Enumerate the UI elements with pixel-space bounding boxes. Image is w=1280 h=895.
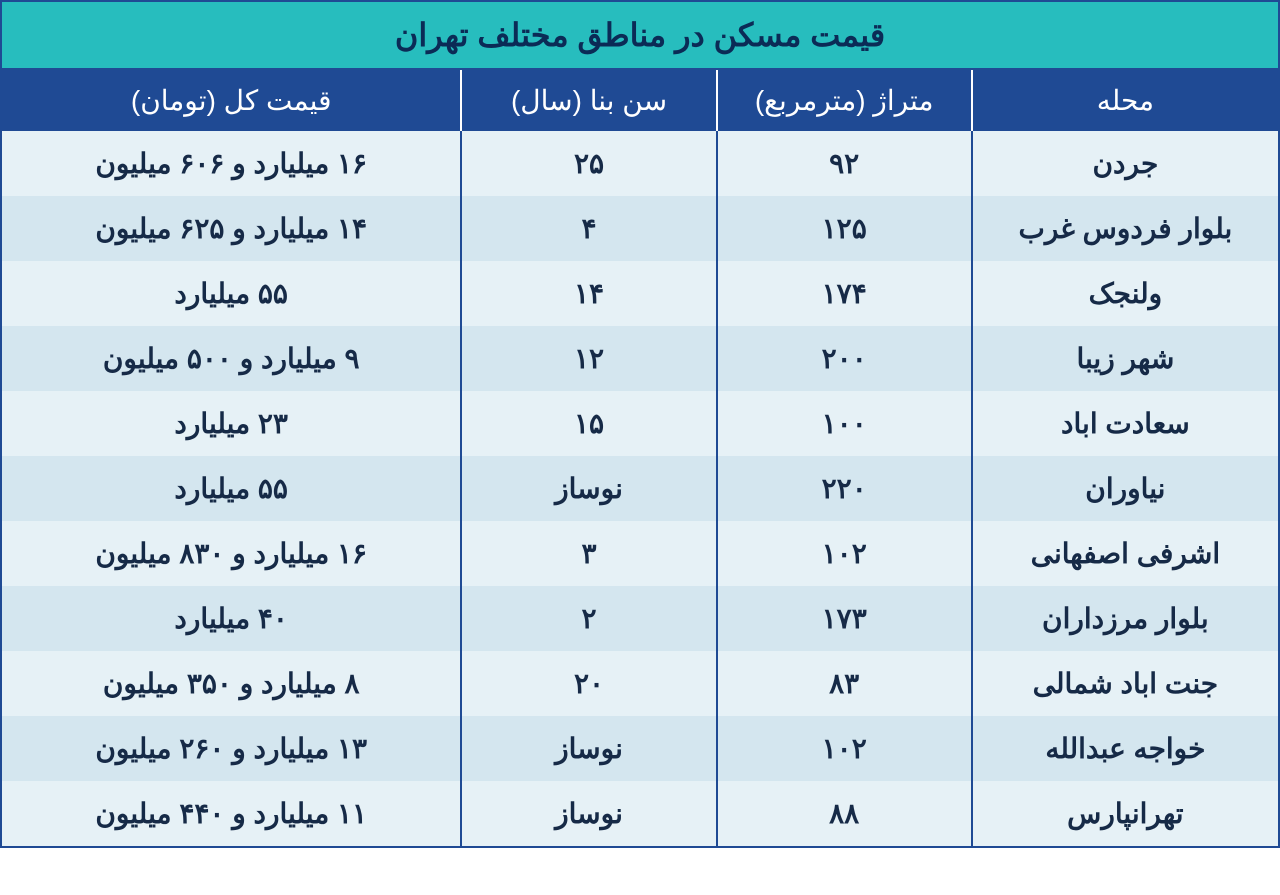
cell-age: نوساز <box>461 781 716 846</box>
cell-age: نوساز <box>461 716 716 781</box>
cell-area: ۸۳ <box>717 651 972 716</box>
cell-area: ۹۲ <box>717 131 972 196</box>
col-header-area: متراژ (مترمربع) <box>717 70 972 131</box>
cell-district: ولنجک <box>972 261 1278 326</box>
cell-price: ۲۳ میلیارد <box>2 391 461 456</box>
table-row: جردن ۹۲ ۲۵ ۱۶ میلیارد و ۶۰۶ میلیون <box>2 131 1278 196</box>
col-header-age: سن بنا (سال) <box>461 70 716 131</box>
cell-age: ۱۴ <box>461 261 716 326</box>
cell-district: سعادت اباد <box>972 391 1278 456</box>
cell-district: تهرانپارس <box>972 781 1278 846</box>
cell-district: بلوار مرزداران <box>972 586 1278 651</box>
cell-price: ۴۰ میلیارد <box>2 586 461 651</box>
table-title: قیمت مسکن در مناطق مختلف تهران <box>2 2 1278 70</box>
col-header-price: قیمت کل (تومان) <box>2 70 461 131</box>
cell-district: جنت اباد شمالی <box>972 651 1278 716</box>
cell-area: ۲۰۰ <box>717 326 972 391</box>
table-row: نیاوران ۲۲۰ نوساز ۵۵ میلیارد <box>2 456 1278 521</box>
cell-age: نوساز <box>461 456 716 521</box>
table-row: اشرفی اصفهانی ۱۰۲ ۳ ۱۶ میلیارد و ۸۳۰ میل… <box>2 521 1278 586</box>
table-row: خواجه عبدالله ۱۰۲ نوساز ۱۳ میلیارد و ۲۶۰… <box>2 716 1278 781</box>
cell-age: ۲ <box>461 586 716 651</box>
table-row: تهرانپارس ۸۸ نوساز ۱۱ میلیارد و ۴۴۰ میلی… <box>2 781 1278 846</box>
col-header-district: محله <box>972 70 1278 131</box>
cell-area: ۱۰۲ <box>717 716 972 781</box>
cell-age: ۱۲ <box>461 326 716 391</box>
housing-price-table: محله متراژ (مترمربع) سن بنا (سال) قیمت ک… <box>2 70 1278 846</box>
table-row: سعادت اباد ۱۰۰ ۱۵ ۲۳ میلیارد <box>2 391 1278 456</box>
cell-area: ۲۲۰ <box>717 456 972 521</box>
table-header-row: محله متراژ (مترمربع) سن بنا (سال) قیمت ک… <box>2 70 1278 131</box>
cell-district: اشرفی اصفهانی <box>972 521 1278 586</box>
cell-age: ۳ <box>461 521 716 586</box>
table-row: شهر زیبا ۲۰۰ ۱۲ ۹ میلیارد و ۵۰۰ میلیون <box>2 326 1278 391</box>
cell-area: ۸۸ <box>717 781 972 846</box>
cell-price: ۹ میلیارد و ۵۰۰ میلیون <box>2 326 461 391</box>
cell-price: ۵۵ میلیارد <box>2 261 461 326</box>
cell-area: ۱۷۴ <box>717 261 972 326</box>
cell-price: ۱۴ میلیارد و ۶۲۵ میلیون <box>2 196 461 261</box>
table-body: جردن ۹۲ ۲۵ ۱۶ میلیارد و ۶۰۶ میلیون بلوار… <box>2 131 1278 846</box>
cell-age: ۲۵ <box>461 131 716 196</box>
table-row: ولنجک ۱۷۴ ۱۴ ۵۵ میلیارد <box>2 261 1278 326</box>
cell-district: بلوار فردوس غرب <box>972 196 1278 261</box>
table-row: جنت اباد شمالی ۸۳ ۲۰ ۸ میلیارد و ۳۵۰ میل… <box>2 651 1278 716</box>
price-table-container: قیمت مسکن در مناطق مختلف تهران محله مترا… <box>0 0 1280 848</box>
cell-district: نیاوران <box>972 456 1278 521</box>
cell-area: ۱۰۰ <box>717 391 972 456</box>
cell-age: ۴ <box>461 196 716 261</box>
cell-district: جردن <box>972 131 1278 196</box>
cell-price: ۵۵ میلیارد <box>2 456 461 521</box>
cell-age: ۲۰ <box>461 651 716 716</box>
cell-district: شهر زیبا <box>972 326 1278 391</box>
cell-price: ۱۶ میلیارد و ۶۰۶ میلیون <box>2 131 461 196</box>
cell-area: ۱۷۳ <box>717 586 972 651</box>
cell-age: ۱۵ <box>461 391 716 456</box>
cell-district: خواجه عبدالله <box>972 716 1278 781</box>
table-row: بلوار مرزداران ۱۷۳ ۲ ۴۰ میلیارد <box>2 586 1278 651</box>
cell-area: ۱۰۲ <box>717 521 972 586</box>
cell-price: ۱۶ میلیارد و ۸۳۰ میلیون <box>2 521 461 586</box>
table-row: بلوار فردوس غرب ۱۲۵ ۴ ۱۴ میلیارد و ۶۲۵ م… <box>2 196 1278 261</box>
cell-price: ۸ میلیارد و ۳۵۰ میلیون <box>2 651 461 716</box>
cell-price: ۱۱ میلیارد و ۴۴۰ میلیون <box>2 781 461 846</box>
cell-area: ۱۲۵ <box>717 196 972 261</box>
cell-price: ۱۳ میلیارد و ۲۶۰ میلیون <box>2 716 461 781</box>
